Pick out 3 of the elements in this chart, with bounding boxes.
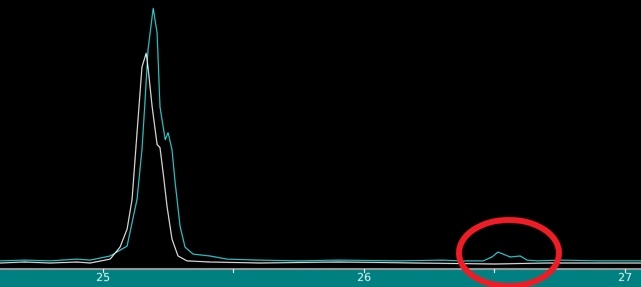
x-tick-label: 26	[357, 271, 372, 284]
x-tick-label: 25	[96, 271, 110, 284]
x-tick-label: 27	[618, 271, 632, 284]
